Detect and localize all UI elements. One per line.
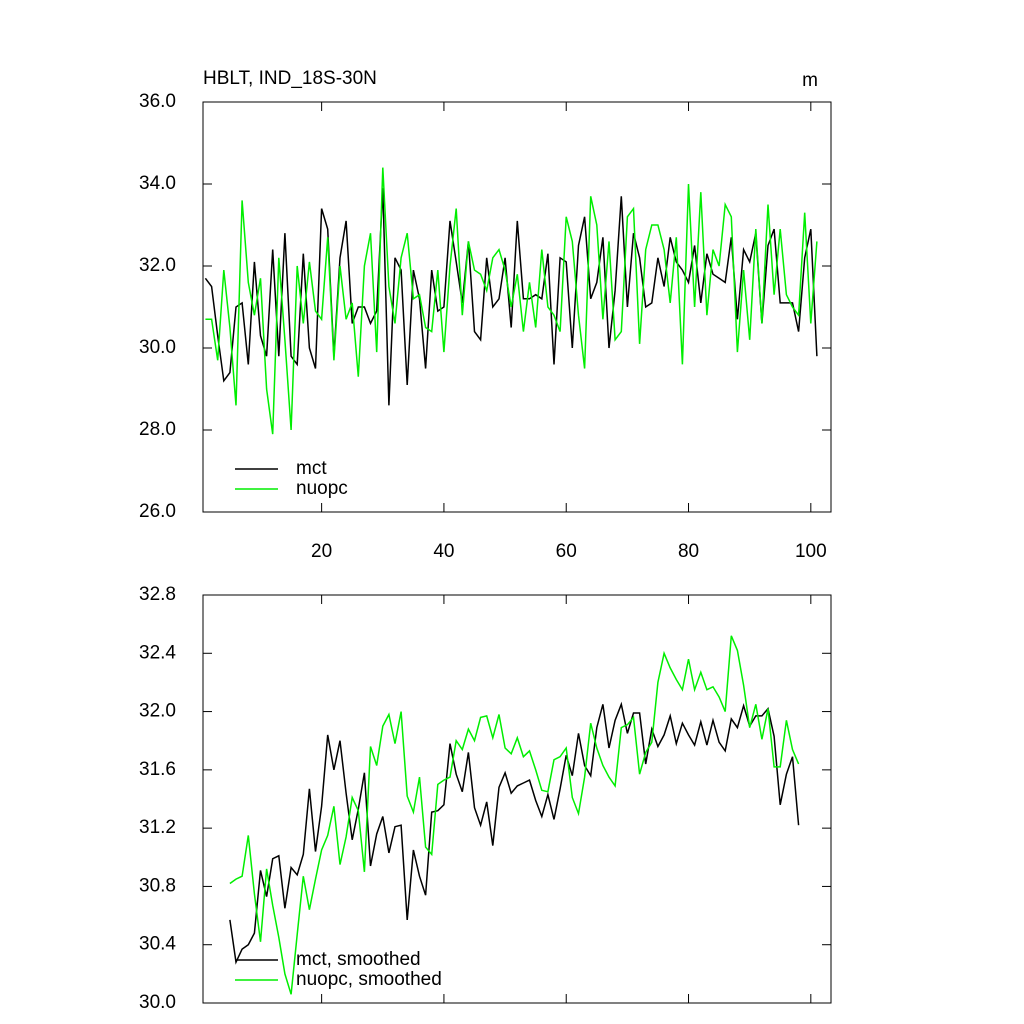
y-tick-label: 31.2: [139, 817, 176, 838]
x-tick-label: 60: [556, 541, 577, 562]
x-tick-label: 100: [795, 541, 827, 562]
x-tick-label: 40: [433, 541, 454, 562]
legend-label: mct, smoothed: [296, 949, 421, 970]
data-line: [204, 188, 818, 406]
y-tick-label: 30.0: [139, 337, 176, 358]
chart-title: HBLT, IND_18S-30N: [203, 68, 377, 89]
data-line: [229, 635, 800, 995]
units-label: m: [802, 70, 818, 91]
data-line: [229, 701, 800, 965]
y-tick-label: 32.8: [139, 584, 176, 605]
data-line: [205, 167, 818, 435]
legend-label: nuopc: [296, 478, 348, 499]
y-tick-label: 32.4: [139, 642, 176, 663]
plot-frame: [202, 594, 832, 1004]
y-tick-label: 34.0: [139, 173, 176, 194]
legend-label: nuopc, smoothed: [296, 969, 442, 990]
y-tick-label: 30.0: [139, 992, 176, 1013]
x-tick-label: 80: [678, 541, 699, 562]
y-tick-label: 36.0: [139, 91, 176, 112]
y-tick-label: 32.0: [139, 255, 176, 276]
y-tick-label: 28.0: [139, 419, 176, 440]
legend-label: mct: [296, 458, 327, 479]
y-tick-label: 32.0: [139, 701, 176, 722]
y-tick-label: 30.4: [139, 934, 176, 955]
plot-frame: [202, 101, 832, 513]
y-tick-label: 31.6: [139, 759, 176, 780]
x-tick-label: 20: [311, 541, 332, 562]
y-tick-label: 26.0: [139, 501, 176, 522]
y-tick-label: 30.8: [139, 875, 176, 896]
